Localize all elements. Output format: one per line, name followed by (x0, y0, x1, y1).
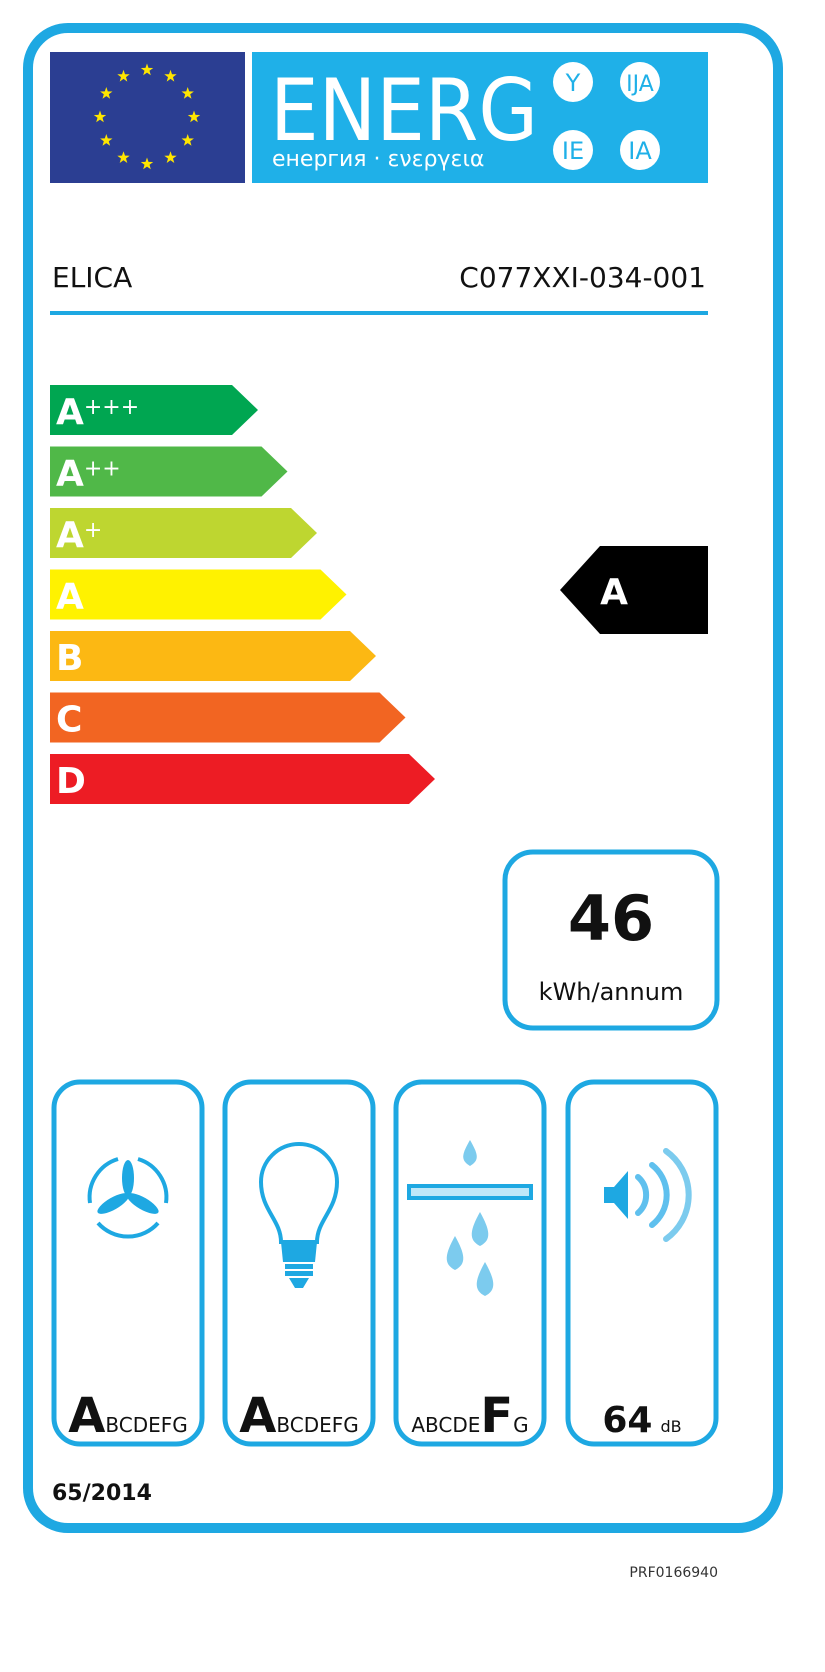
suffix-y: Y (565, 69, 581, 97)
label-border (23, 23, 783, 1533)
rating-letter: A (600, 572, 628, 613)
star-icon (100, 134, 113, 146)
star-icon (117, 151, 130, 163)
fan-efficiency-box (51, 1079, 205, 1447)
lighting-efficiency-box (222, 1079, 376, 1447)
scale-arrow (50, 692, 406, 743)
star-icon (164, 69, 177, 82)
fan-class-rest: BCDEFG (105, 1413, 187, 1437)
grease-filter-box (393, 1079, 547, 1447)
light-bulb-icon (258, 1142, 340, 1288)
energy-title: ENERG (270, 61, 538, 161)
star-icon (100, 87, 113, 99)
scale-label: B (56, 638, 83, 679)
fan-icon (87, 1157, 169, 1239)
divider (50, 311, 708, 315)
consumption-value: 46 (568, 882, 654, 955)
scale-label: A+ (56, 515, 102, 556)
supplier-name: ELICA (52, 261, 132, 294)
noise-box (565, 1079, 719, 1447)
model-identifier: C077XXI-034-001 (459, 261, 706, 294)
regulation-number: 65/2014 (52, 1481, 152, 1506)
scale-class-Ap: A+ (50, 508, 317, 558)
speaker-icon (604, 1148, 692, 1242)
lighting-class-rest: BCDEFG (276, 1413, 358, 1437)
scale-class-B: B (50, 631, 376, 681)
star-icon (187, 110, 201, 123)
scale-class-D: D (50, 754, 435, 804)
scale-arrow (50, 569, 347, 620)
fan-class-selected: A (68, 1388, 105, 1444)
scale-arrow (50, 385, 258, 435)
efficiency-scale: A+++ A++ A+ ABCD (50, 385, 435, 804)
lighting-class-selected: A (239, 1388, 276, 1444)
scale-label: A+++ (56, 392, 139, 433)
scale-class-C: C (50, 692, 406, 743)
scale-label: A (56, 577, 84, 618)
filter-class-selected: F (480, 1388, 513, 1444)
rating-arrow (560, 546, 708, 634)
noise-unit: dB (660, 1417, 681, 1436)
reference-code: PRF0166940 (629, 1565, 718, 1581)
scale-class-Appp: A+++ (50, 385, 258, 435)
eu-stars (93, 63, 201, 170)
filter-class-rest: G (513, 1413, 529, 1437)
scale-class-App: A++ (50, 446, 288, 497)
scale-label: D (56, 761, 86, 802)
star-icon (93, 110, 107, 123)
scale-arrow (50, 508, 317, 558)
star-icon (181, 87, 194, 99)
consumption-box (502, 849, 720, 1031)
scale-arrow (50, 631, 376, 681)
noise-value: 64 (602, 1400, 652, 1441)
noise-level: 64 dB (602, 1400, 681, 1441)
star-icon (117, 69, 130, 82)
scale-arrow (50, 446, 288, 497)
star-icon (140, 157, 154, 170)
consumption-unit: kWh/annum (539, 978, 684, 1006)
scale-label: C (56, 700, 82, 741)
filter-class: ABCDEFG (411, 1388, 528, 1444)
fan-class: ABCDEFG (68, 1388, 188, 1444)
star-icon (140, 63, 154, 76)
grease-filter-icon (407, 1140, 533, 1296)
language-suffixes: Y IJA IE IA (553, 62, 660, 170)
suffix-ija: IJA (626, 72, 654, 97)
filter-class-prefix: ABCDE (411, 1413, 480, 1437)
suffix-ie: IE (562, 137, 584, 165)
scale-class-A: A (50, 569, 347, 620)
star-icon (181, 134, 194, 146)
scale-arrow (50, 754, 435, 804)
scale-label: A++ (56, 454, 121, 495)
lighting-class: ABCDEFG (239, 1388, 359, 1444)
suffix-ia: IA (628, 137, 652, 165)
star-icon (164, 151, 177, 163)
energy-subtitle: енергия · ενεργεια (272, 147, 484, 172)
